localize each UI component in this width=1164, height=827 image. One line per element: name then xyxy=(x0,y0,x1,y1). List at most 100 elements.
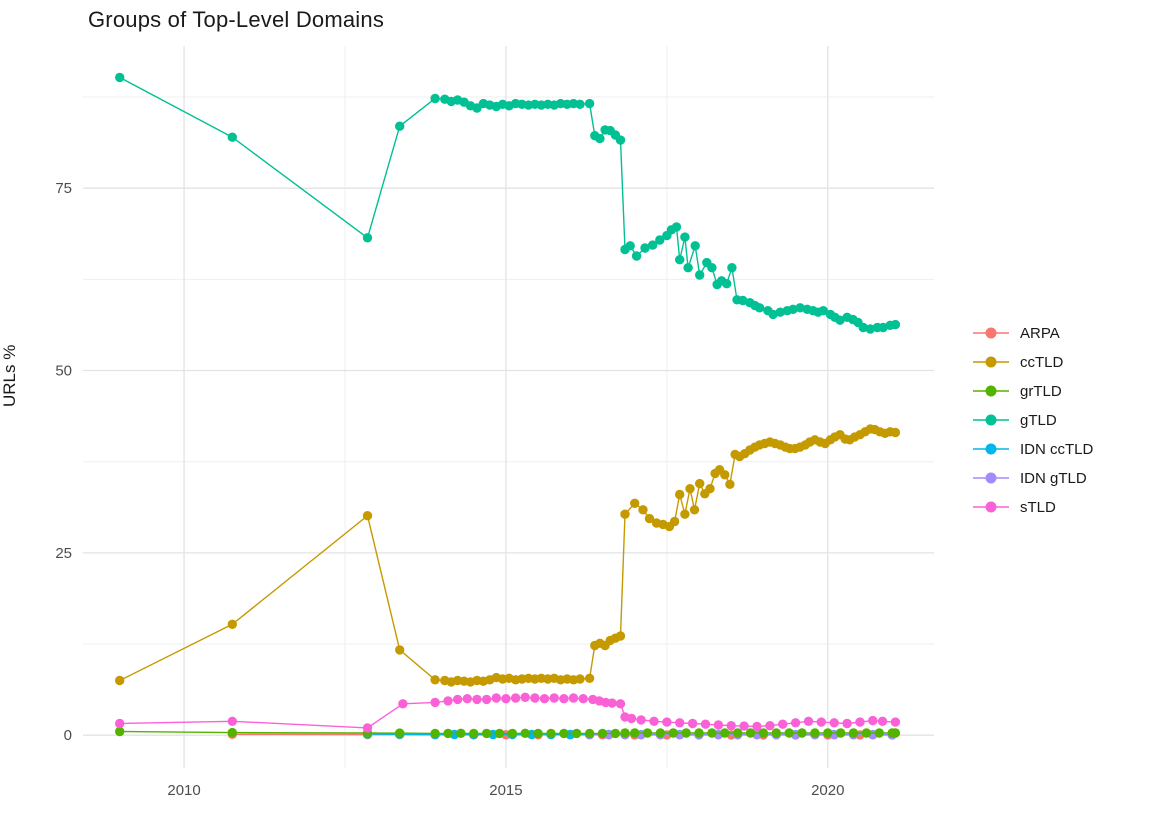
y-tick-label: 0 xyxy=(64,727,72,744)
data-point xyxy=(890,319,901,330)
data-point xyxy=(861,728,872,738)
data-point xyxy=(398,699,408,709)
series-sTLD xyxy=(115,692,901,733)
y-tick-label: 50 xyxy=(55,363,72,380)
data-point xyxy=(227,727,237,738)
data-point xyxy=(707,728,717,738)
legend-item-label: IDN ccTLD xyxy=(1020,440,1094,458)
data-point xyxy=(739,721,749,731)
data-point xyxy=(720,470,730,480)
data-point xyxy=(572,728,582,739)
series-grTLD xyxy=(115,726,901,739)
legend-item-IDN-ccTLD: IDN ccTLD xyxy=(972,438,1093,460)
data-point xyxy=(848,728,859,738)
data-point xyxy=(115,72,125,83)
data-point xyxy=(694,728,704,738)
data-point xyxy=(878,322,888,333)
data-point xyxy=(227,716,237,726)
legend-key-icon xyxy=(973,414,1009,426)
data-point xyxy=(630,498,640,508)
data-point xyxy=(738,295,748,306)
data-point xyxy=(568,693,579,703)
data-point xyxy=(546,728,556,739)
data-point xyxy=(615,631,626,641)
data-point xyxy=(559,728,569,739)
legend-item-IDN-gTLD: IDN gTLD xyxy=(972,467,1093,489)
legend-item-sTLD: sTLD xyxy=(972,496,1093,518)
data-point xyxy=(115,726,125,737)
data-point xyxy=(877,716,888,726)
legend: ARPA ccTLD grTLD gTLD IDN ccTLD IDN gTLD sTLD xyxy=(972,322,1093,518)
data-point xyxy=(754,303,765,313)
data-point xyxy=(695,270,705,280)
data-point xyxy=(874,728,884,738)
data-point xyxy=(362,233,373,243)
data-point xyxy=(507,728,518,739)
data-point xyxy=(890,728,901,738)
data-point xyxy=(668,728,678,738)
data-point xyxy=(700,719,711,729)
data-point xyxy=(510,693,521,703)
data-point xyxy=(227,619,237,629)
data-point xyxy=(452,694,463,705)
data-point xyxy=(680,509,690,519)
data-point xyxy=(469,728,479,739)
legend-item-ARPA: ARPA xyxy=(972,322,1093,344)
data-point xyxy=(818,306,828,316)
data-point xyxy=(890,717,901,727)
data-point xyxy=(472,694,482,705)
series-gTLD xyxy=(115,72,901,334)
data-point xyxy=(669,516,680,527)
legend-item-label: sTLD xyxy=(1020,498,1056,516)
data-point xyxy=(597,728,608,739)
x-tick-label: 2015 xyxy=(489,782,522,799)
data-point xyxy=(481,694,492,705)
data-point xyxy=(675,255,685,265)
y-tick-label: 25 xyxy=(55,545,72,562)
data-point xyxy=(803,716,814,726)
data-point xyxy=(835,315,845,325)
data-point xyxy=(662,717,672,727)
data-point xyxy=(695,478,705,489)
data-point xyxy=(607,698,617,708)
data-point xyxy=(626,713,637,724)
legend-item-label: gTLD xyxy=(1020,411,1057,429)
data-point xyxy=(642,728,653,738)
legend-key-icon xyxy=(973,443,1009,455)
data-point xyxy=(501,694,511,704)
data-point xyxy=(615,135,626,145)
legend-item-ccTLD: ccTLD xyxy=(972,351,1093,373)
data-point xyxy=(520,692,530,702)
data-point xyxy=(115,675,125,686)
data-point xyxy=(636,715,646,725)
data-point xyxy=(810,728,820,738)
y-axis-title: URLs % xyxy=(0,344,19,407)
legend-item-label: ccTLD xyxy=(1020,353,1064,371)
data-point xyxy=(559,694,569,704)
data-point xyxy=(865,324,875,334)
legend-key-icon xyxy=(973,501,1009,513)
legend-key-icon xyxy=(973,356,1009,368)
data-point xyxy=(481,728,492,739)
data-point xyxy=(584,673,595,683)
data-point xyxy=(578,694,588,704)
data-point xyxy=(530,693,540,703)
data-point xyxy=(675,489,685,500)
data-point xyxy=(858,322,868,333)
data-point xyxy=(620,728,630,738)
data-point xyxy=(685,484,695,494)
data-point xyxy=(462,694,472,704)
legend-item-label: IDN gTLD xyxy=(1020,469,1087,487)
data-point xyxy=(726,721,736,731)
data-point xyxy=(771,728,781,738)
data-point xyxy=(625,241,635,251)
data-point xyxy=(713,720,724,730)
data-point xyxy=(836,728,846,738)
data-point xyxy=(443,728,453,739)
y-tick-label: 75 xyxy=(55,180,72,197)
data-point xyxy=(727,263,737,273)
data-point xyxy=(395,728,405,738)
chart-title: Groups of Top-Level Domains xyxy=(88,7,385,32)
